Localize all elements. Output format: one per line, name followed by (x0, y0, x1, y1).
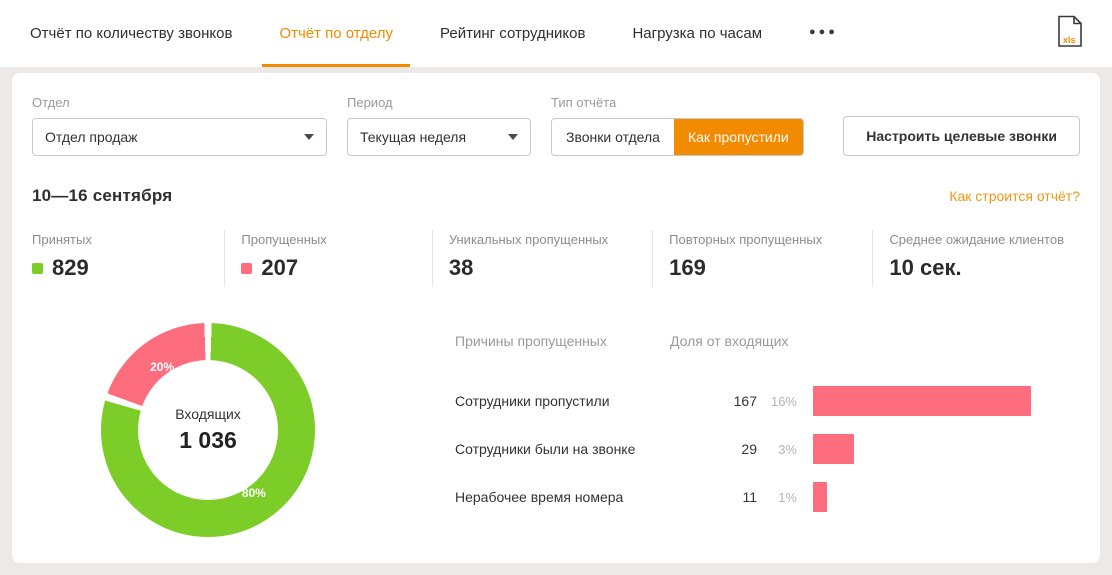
stat-value: 10 сек. (889, 255, 962, 280)
period-filter: Период Текущая неделя (347, 95, 531, 156)
tab-employee-rating[interactable]: Рейтинг сотрудников (440, 25, 586, 42)
date-range: 10—16 сентября (32, 186, 173, 205)
stat-repeat-missed: Повторных пропущенных 169 (652, 230, 872, 287)
department-select[interactable]: Отдел продаж (32, 118, 327, 156)
chart-section: 80% 20% Входящих 1 036 Причины пропущенн… (32, 323, 1080, 537)
stats-row: Принятых 829 Пропущенных 207 Уникальных … (32, 230, 1080, 287)
report-type-filter-label: Тип отчёта (551, 95, 617, 110)
department-filter-label: Отдел (32, 95, 70, 110)
stat-label: Повторных пропущенных (669, 232, 823, 247)
pink-square-marker (241, 262, 253, 274)
stat-label: Принятых (32, 232, 92, 247)
donut-center-value: 1 036 (179, 427, 237, 453)
more-menu-icon[interactable]: ●●● (809, 25, 838, 38)
how-report-built-link[interactable]: Как строится отчёт? (949, 188, 1080, 204)
stat-label: Пропущенных (241, 232, 327, 247)
reason-count: 167 (733, 393, 757, 409)
reason-percent: 16% (770, 393, 797, 409)
donut-hole: Входящих 1 036 (138, 360, 278, 500)
reason-label: Сотрудники были на звонке (455, 441, 636, 457)
stat-label: Среднее ожидание клиентов (889, 232, 1064, 247)
tab-load-by-hours[interactable]: Нагрузка по часам (632, 25, 763, 42)
xls-export-button[interactable]: xls (1057, 15, 1084, 53)
report-type-option-department-calls[interactable]: Звонки отдела (552, 119, 674, 155)
donut-slice-label-missed: 20% (150, 359, 175, 374)
reason-count: 11 (742, 489, 757, 505)
reason-label: Нерабочее время номера (455, 489, 624, 505)
reason-bar (813, 434, 854, 464)
xls-document-icon: xls (1057, 15, 1084, 53)
date-row: 10—16 сентября Как строится отчёт? (32, 186, 1080, 206)
tab-report-department[interactable]: Отчёт по отделу (262, 0, 410, 67)
stat-label: Уникальных пропущенных (448, 232, 609, 247)
chevron-down-icon (304, 134, 314, 140)
reason-bar (813, 482, 827, 512)
reasons-header-right: Доля от входящих (670, 333, 789, 349)
stat-missed: Пропущенных 207 (224, 230, 431, 287)
missed-reasons-table: Причины пропущенных Доля от входящих Сот… (455, 333, 1080, 537)
green-square-marker (32, 262, 43, 274)
reason-percent: 3% (778, 441, 797, 457)
chevron-down-icon (508, 134, 518, 140)
top-nav: Отчёт по количеству звонков Отчёт по отд… (0, 0, 1112, 67)
department-filter: Отдел Отдел продаж (32, 95, 327, 156)
reasons-header-left: Причины пропущенных (455, 333, 607, 349)
reason-label: Сотрудники пропустили (455, 393, 610, 409)
reason-percent: 1% (778, 489, 797, 505)
period-select-value: Текущая неделя (360, 129, 467, 145)
configure-target-calls-button[interactable]: Настроить целевые звонки (843, 116, 1080, 156)
stat-value: 829 (32, 255, 208, 281)
stat-accepted: Принятых 829 (32, 230, 224, 287)
stat-value: 38 (448, 255, 474, 280)
tab-report-calls-count[interactable]: Отчёт по количеству звонков (30, 25, 233, 42)
report-tabs: Отчёт по количеству звонков Отчёт по отд… (30, 0, 838, 67)
reason-bar (813, 386, 1031, 416)
department-select-value: Отдел продаж (45, 129, 138, 145)
report-card: Отдел Отдел продаж Период Текущая неделя… (12, 73, 1100, 563)
period-filter-label: Период (347, 95, 393, 110)
donut-slice-label-accepted: 80% (241, 486, 266, 501)
filters-bar: Отдел Отдел продаж Период Текущая неделя… (32, 95, 1080, 156)
period-select[interactable]: Текущая неделя (347, 118, 531, 156)
reason-count: 29 (741, 441, 757, 457)
report-type-option-how-missed[interactable]: Как пропустили (673, 119, 803, 155)
report-type-filter: Тип отчёта Звонки отдела Как пропустили (551, 95, 804, 156)
stat-unique-missed: Уникальных пропущенных 38 (431, 230, 652, 287)
stat-value: 169 (669, 255, 706, 280)
incoming-calls-donut: 80% 20% Входящих 1 036 (101, 323, 315, 537)
stat-avg-wait: Среднее ожидание клиентов 10 сек. (872, 230, 1080, 287)
donut-center-label: Входящих (175, 406, 241, 422)
report-type-toggle: Звонки отдела Как пропустили (551, 118, 804, 156)
svg-text:xls: xls (1063, 35, 1076, 45)
stat-value: 207 (241, 255, 415, 281)
